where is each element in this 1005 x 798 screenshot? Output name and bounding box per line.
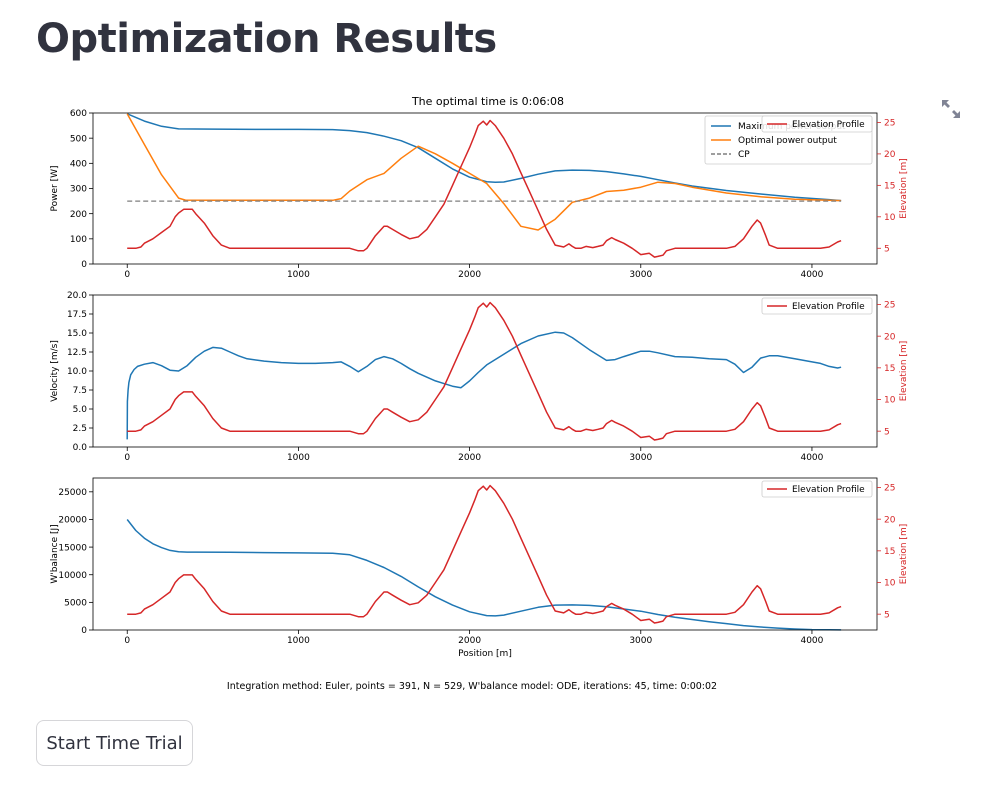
y-tick-label: 400 (70, 160, 87, 170)
y-tick-label: 25000 (58, 488, 87, 498)
page-title: Optimization Results (36, 16, 497, 62)
y-tick-label: 5000 (64, 599, 87, 609)
y2-tick-label: 5 (884, 244, 890, 254)
y-tick-label: 200 (70, 210, 87, 220)
series-1-line (126, 331, 842, 440)
x-tick-label: 4000 (800, 270, 823, 280)
y-tick-label: 100 (70, 235, 87, 245)
legend-box (761, 115, 873, 133)
legend-box (761, 480, 873, 498)
y2-tick-label: 25 (884, 484, 895, 494)
y2-axis-label: Elevation [m] (899, 341, 909, 401)
y-tick-label: 10000 (58, 571, 87, 581)
elevation-profile-line (127, 119, 842, 258)
y2-tick-label: 25 (884, 119, 895, 129)
legend-label: Optimal power output (738, 136, 837, 146)
y-tick-label: 17.5 (67, 310, 87, 320)
y-tick-label: 0 (81, 260, 87, 270)
legend-label: CP (738, 150, 750, 160)
chart-panel-3: 0 1000 2000 3000 4000 0 5000 10000 15000 20000 250… (50, 477, 909, 659)
y-tick-label: 12.5 (67, 348, 87, 358)
y-tick-label: 600 (70, 109, 87, 119)
optimal-power-output-line (126, 113, 842, 231)
x-tick-label: 2000 (458, 270, 481, 280)
y-tick-label: 300 (70, 185, 87, 195)
y2-tick-label: 20 (884, 332, 896, 342)
y2-tick-label: 15 (884, 547, 895, 557)
y2-tick-label: 10 (884, 396, 896, 406)
legend-label: Elevation Profile (792, 302, 865, 312)
y-tick-label: 500 (70, 134, 87, 144)
x-tick-label: 1000 (287, 453, 310, 463)
y-tick-label: 0.0 (73, 443, 88, 453)
elevation-profile-line (127, 301, 842, 441)
y-tick-label: 20.0 (67, 291, 87, 301)
y2-tick-label: 20 (884, 150, 896, 160)
legend-box (761, 297, 873, 315)
fullscreen-expand-icon[interactable] (938, 96, 964, 122)
chart-panel-1: 0 1000 2000 3000 4000 0 100 200 300 400 500 600 5 10 1… (50, 109, 909, 280)
legend-label: Elevation Profile (792, 485, 865, 495)
x-axis-label: Position [m] (458, 649, 512, 659)
y-axis-label: Power [W] (50, 166, 60, 212)
x-tick-label: 2000 (458, 636, 481, 646)
x-tick-label: 0 (124, 270, 130, 280)
y-tick-label: 5.0 (73, 405, 88, 415)
figure-suptitle: The optimal time is 0:06:08 (411, 95, 564, 108)
x-tick-label: 0 (124, 453, 130, 463)
y2-tick-label: 5 (884, 427, 890, 437)
y-tick-label: 7.5 (73, 386, 87, 396)
x-tick-label: 2000 (458, 453, 481, 463)
legend-label: Elevation Profile (792, 120, 865, 130)
y2-tick-label: 10 (884, 579, 896, 589)
y2-tick-label: 10 (884, 213, 896, 223)
start-time-trial-button[interactable]: Start Time Trial (36, 720, 193, 766)
y2-tick-label: 5 (884, 610, 890, 620)
y-tick-label: 2.5 (73, 424, 87, 434)
y2-tick-label: 25 (884, 301, 895, 311)
optimization-summary: Integration method: Euler, points = 391,… (226, 681, 718, 692)
y2-tick-label: 15 (884, 182, 895, 192)
x-tick-label: 1000 (287, 636, 310, 646)
y2-tick-label: 20 (884, 515, 896, 525)
series-1-line (126, 519, 842, 631)
results-figure: The optimal time is 0:06:08 0 1000 2000 300… (50, 95, 909, 659)
y-axis-label: Velocity [m/s] (50, 340, 60, 402)
y2-tick-label: 15 (884, 364, 895, 374)
x-tick-label: 0 (124, 636, 130, 646)
y-tick-label: 0 (81, 626, 87, 636)
x-tick-label: 4000 (800, 636, 823, 646)
elevation-profile-line (127, 484, 842, 624)
y2-axis-label: Elevation [m] (899, 524, 909, 584)
plot-frame (92, 294, 878, 448)
x-tick-label: 3000 (629, 270, 652, 280)
chart-panel-2: 0 1000 2000 3000 4000 0.0 2.5 5.0 7.5 10.0 12.5 15.… (50, 291, 909, 463)
plot-frame (92, 477, 878, 631)
y2-axis-label: Elevation [m] (899, 158, 909, 218)
x-tick-label: 1000 (287, 270, 310, 280)
y-tick-label: 15000 (58, 543, 87, 553)
x-tick-label: 3000 (629, 453, 652, 463)
y-tick-label: 20000 (58, 516, 87, 526)
x-tick-label: 4000 (800, 453, 823, 463)
y-tick-label: 10.0 (67, 367, 87, 377)
x-tick-label: 3000 (629, 636, 652, 646)
y-tick-label: 15.0 (67, 329, 87, 339)
y-axis-label: W'balance [J] (50, 524, 60, 583)
